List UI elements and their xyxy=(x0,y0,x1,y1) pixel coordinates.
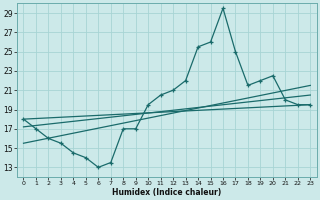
X-axis label: Humidex (Indice chaleur): Humidex (Indice chaleur) xyxy=(112,188,221,197)
